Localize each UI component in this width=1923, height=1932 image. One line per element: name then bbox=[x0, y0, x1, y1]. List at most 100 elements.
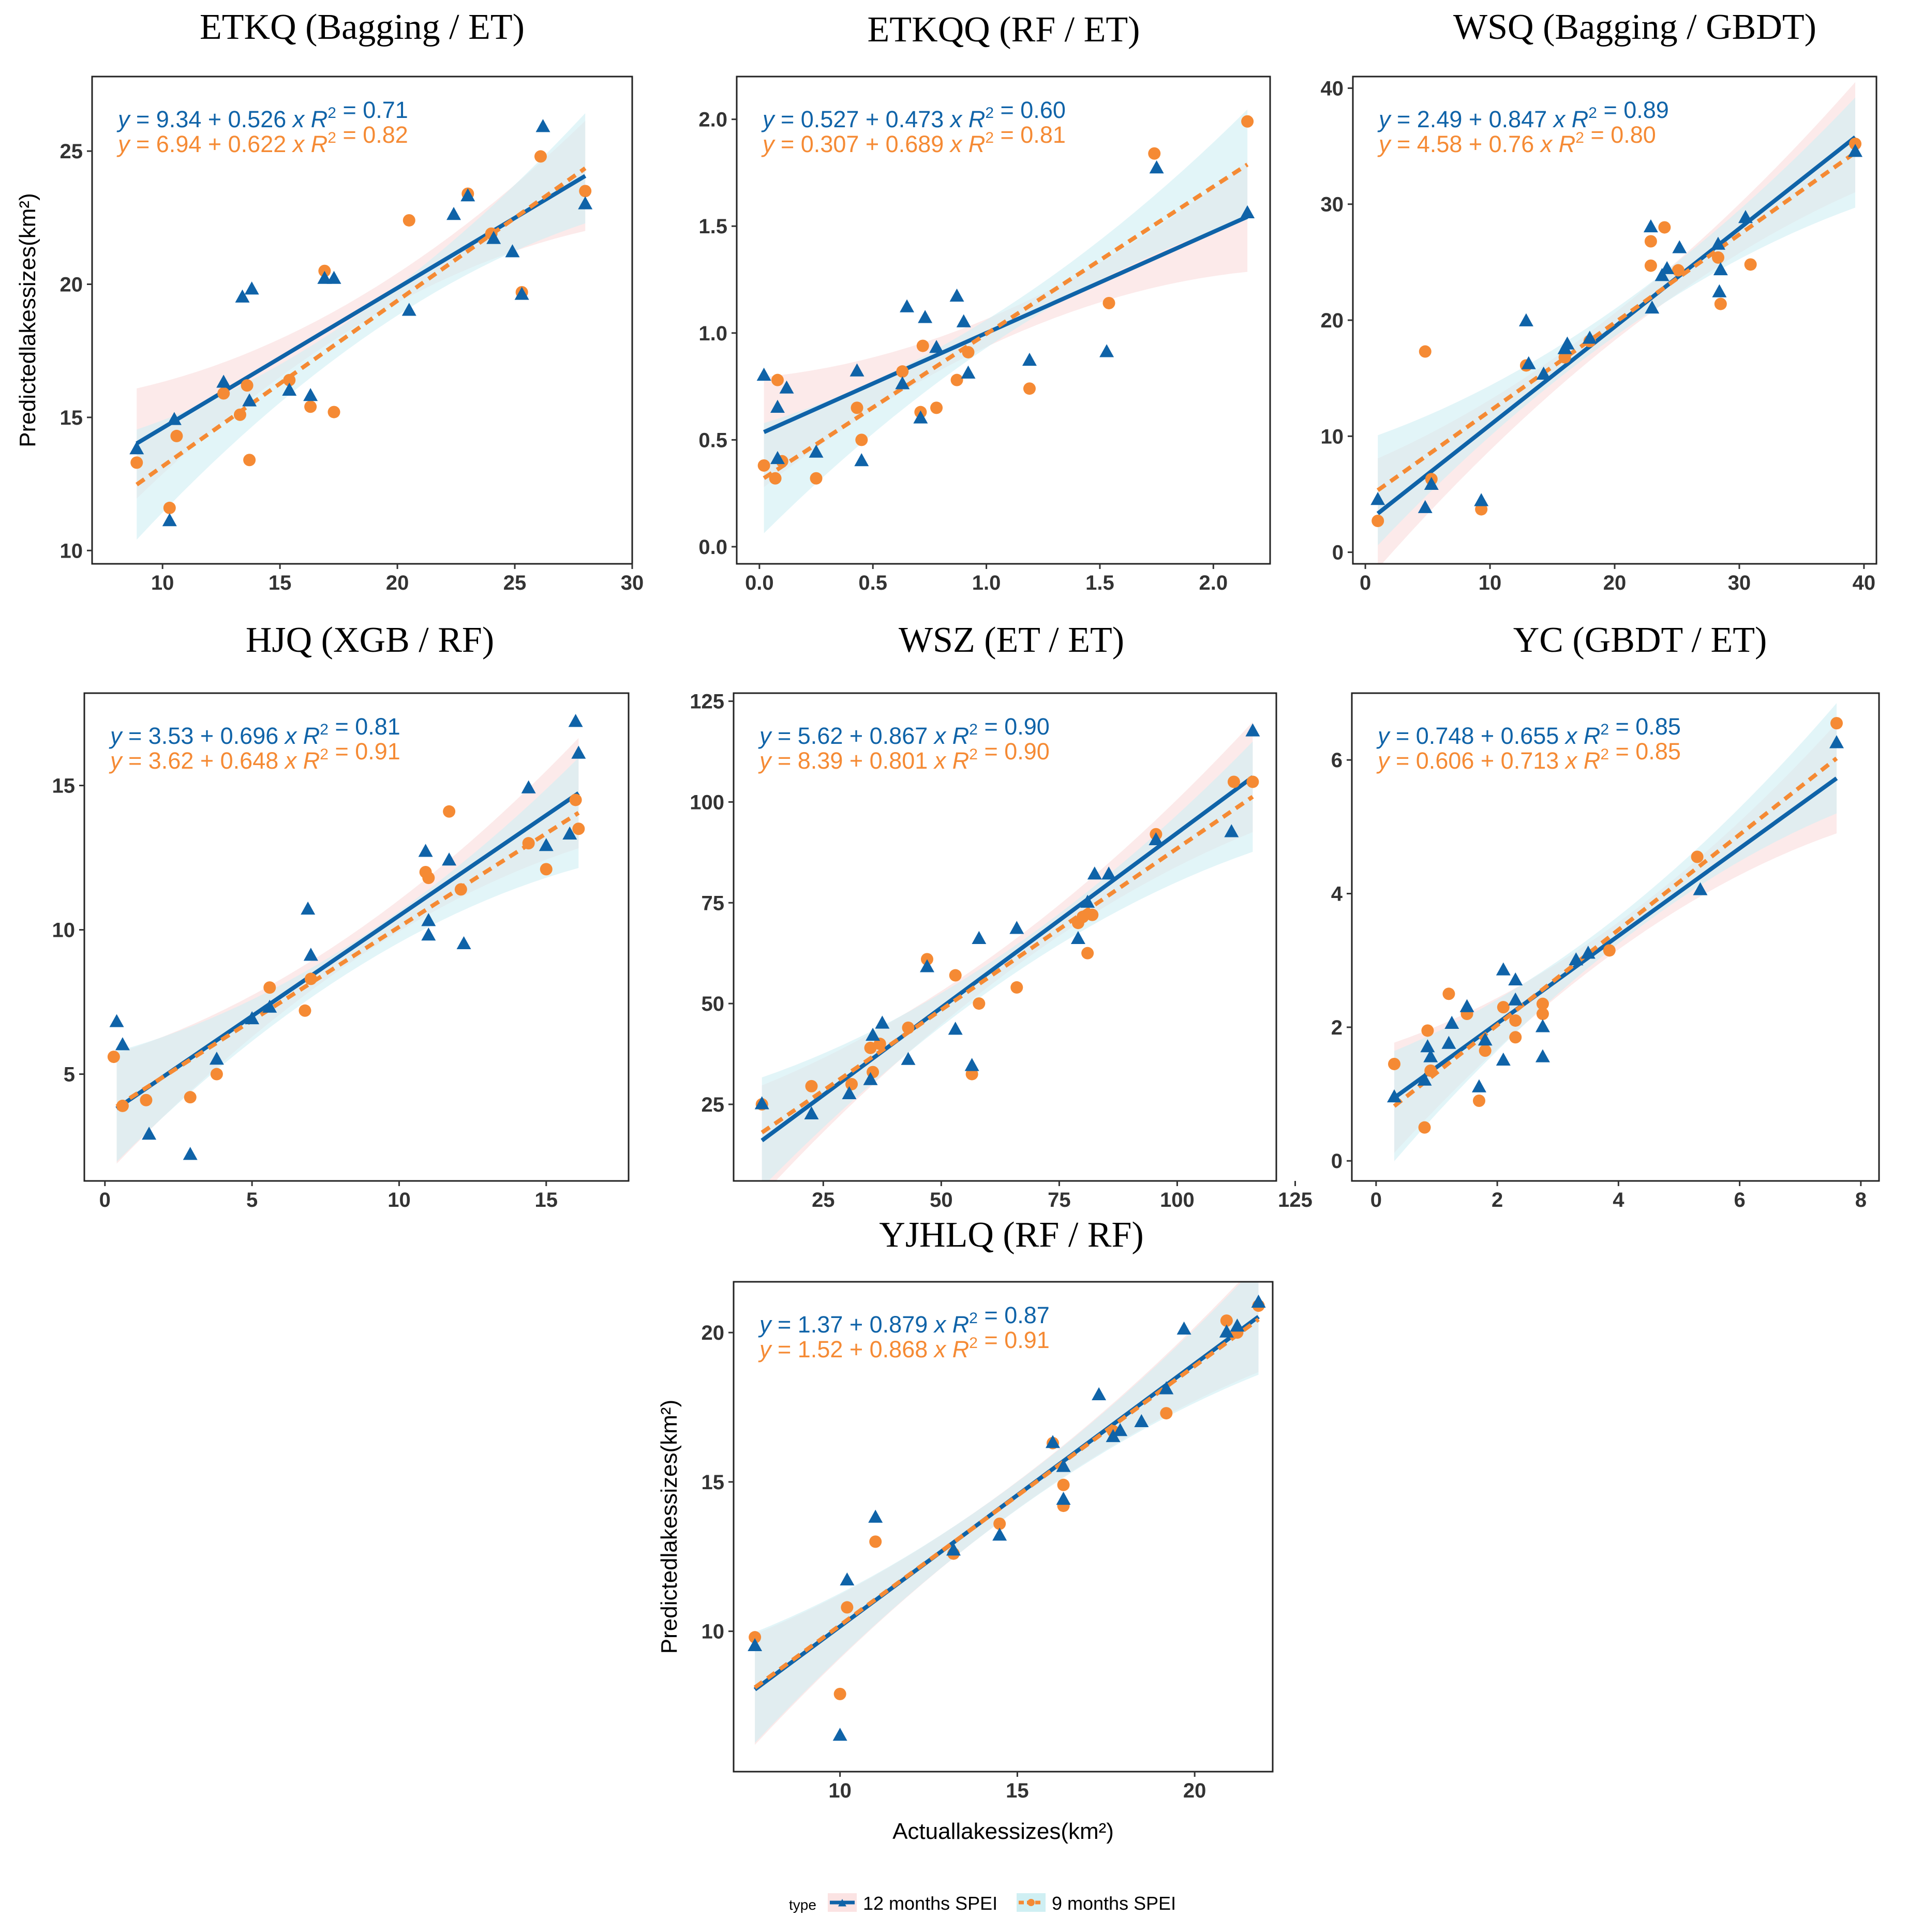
data-point bbox=[896, 365, 909, 378]
data-point bbox=[845, 1077, 858, 1090]
data-point bbox=[1654, 268, 1669, 281]
y-tick-label: 20 bbox=[1321, 309, 1344, 332]
data-point bbox=[1245, 723, 1260, 737]
data-point bbox=[1509, 1014, 1522, 1027]
data-point bbox=[842, 1086, 857, 1100]
data-point bbox=[1387, 1089, 1402, 1103]
y-tick-label: 2 bbox=[1331, 1016, 1343, 1039]
data-point bbox=[421, 927, 436, 941]
data-point bbox=[929, 340, 944, 353]
data-point bbox=[869, 1535, 882, 1548]
y-axis-label: Predictedlakessizes(km²) bbox=[657, 1400, 682, 1654]
data-point bbox=[1693, 882, 1708, 895]
x-tick-label: 0 bbox=[1370, 1189, 1382, 1211]
regression-equation: y = 2.49 + 0.847 x R2 = 0.89 bbox=[1377, 97, 1669, 132]
data-point bbox=[1420, 1039, 1435, 1053]
data-point bbox=[301, 901, 316, 915]
data-point bbox=[1535, 1019, 1550, 1032]
chart-title: WSZ (ET / ET) bbox=[899, 620, 1124, 660]
data-point bbox=[534, 150, 547, 163]
12-months-fit-line bbox=[761, 775, 1254, 1143]
data-point bbox=[521, 780, 536, 793]
data-point bbox=[1441, 1036, 1456, 1049]
y-tick-label: 10 bbox=[60, 540, 83, 562]
9-months-confidence-band bbox=[1378, 97, 1856, 546]
y-tick-label: 100 bbox=[690, 791, 724, 814]
data-point bbox=[129, 441, 144, 455]
data-point bbox=[1419, 345, 1432, 358]
regression-equation: y = 0.527 + 0.473 x R2 = 0.60 bbox=[761, 97, 1066, 132]
data-point bbox=[1508, 972, 1523, 986]
data-point bbox=[401, 303, 416, 316]
12-months-fit-line bbox=[115, 791, 580, 1111]
y-tick-label: 10 bbox=[702, 1621, 725, 1643]
data-point bbox=[1738, 210, 1753, 223]
regression-equation: y = 0.307 + 0.689 x R2 = 0.81 bbox=[761, 122, 1066, 157]
data-point bbox=[1418, 500, 1433, 513]
data-point bbox=[446, 207, 461, 220]
chart-title: HJQ (XGB / RF) bbox=[246, 620, 494, 660]
data-point bbox=[902, 1021, 915, 1034]
data-point bbox=[1744, 258, 1757, 271]
data-point bbox=[833, 1687, 846, 1700]
data-point bbox=[748, 1638, 763, 1652]
data-point bbox=[1442, 987, 1455, 1000]
data-point bbox=[1581, 946, 1596, 959]
y-tick-label: 10 bbox=[52, 919, 76, 942]
chart-panel-7: YJHLQ (RF / RF) 10 15 20 10 15 20 y = 1.37 + 0.… bbox=[657, 1215, 1274, 1844]
data-point bbox=[1459, 999, 1474, 1012]
data-point bbox=[1113, 1423, 1128, 1436]
data-point bbox=[855, 433, 868, 446]
data-point bbox=[1535, 1049, 1550, 1062]
data-point bbox=[283, 373, 296, 386]
x-tick-label: 75 bbox=[1048, 1189, 1071, 1211]
data-point bbox=[1070, 931, 1085, 944]
data-point bbox=[535, 119, 550, 132]
data-point bbox=[569, 793, 582, 806]
x-tick-label: 30 bbox=[621, 572, 644, 594]
9-months-confidence-band bbox=[116, 757, 579, 1162]
x-tick-label: 2 bbox=[1492, 1189, 1503, 1211]
data-point bbox=[1372, 515, 1384, 528]
chart-panel-4: HJQ (XGB / RF) 0 5 10 15 5 10 15 y = 3.53 + 0.69… bbox=[52, 620, 630, 1211]
data-point bbox=[170, 429, 183, 442]
data-point bbox=[1848, 144, 1863, 157]
data-point bbox=[1418, 1121, 1431, 1134]
data-point bbox=[539, 838, 554, 851]
y-tick-label: 125 bbox=[690, 691, 724, 713]
data-point bbox=[809, 444, 824, 458]
data-point bbox=[770, 399, 785, 413]
chart-title: WSQ (Bagging / GBDT) bbox=[1453, 7, 1816, 47]
regression-equation: y = 0.606 + 0.713 x R2 = 0.85 bbox=[1376, 738, 1681, 774]
12-months-fit-line bbox=[1393, 776, 1838, 1100]
y-tick-label: 2.0 bbox=[698, 109, 727, 131]
data-point bbox=[1569, 952, 1584, 966]
data-point bbox=[1227, 775, 1240, 788]
data-point bbox=[245, 1011, 260, 1025]
data-point bbox=[770, 451, 785, 465]
data-point bbox=[454, 883, 467, 896]
triangle-icon bbox=[838, 1899, 846, 1907]
9-months-fit-line bbox=[135, 167, 587, 487]
data-point bbox=[1092, 1387, 1107, 1401]
plot-area bbox=[756, 109, 1255, 533]
data-point bbox=[243, 454, 256, 467]
x-tick-label: 1.5 bbox=[1085, 572, 1114, 594]
data-point bbox=[1536, 1008, 1549, 1021]
data-point bbox=[460, 188, 475, 202]
data-point bbox=[1081, 947, 1094, 960]
data-point bbox=[949, 288, 964, 302]
data-point bbox=[1009, 921, 1024, 934]
data-point bbox=[1582, 331, 1597, 344]
data-point bbox=[142, 1127, 157, 1140]
data-point bbox=[572, 822, 585, 835]
data-point bbox=[115, 1037, 130, 1051]
data-point bbox=[304, 972, 317, 985]
12-months-fit-line bbox=[1376, 136, 1857, 515]
data-point bbox=[1077, 910, 1090, 923]
data-point bbox=[948, 1022, 963, 1035]
data-point bbox=[116, 1099, 129, 1112]
data-point bbox=[1558, 351, 1571, 364]
data-point bbox=[1475, 503, 1488, 516]
data-point bbox=[918, 310, 933, 323]
